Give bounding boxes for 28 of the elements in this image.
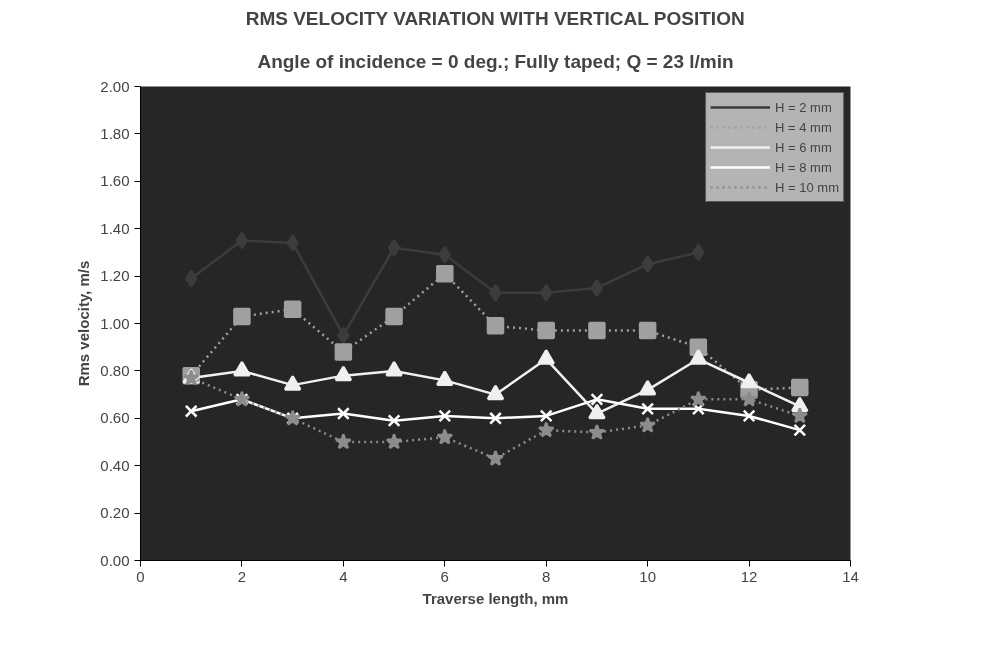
- y-tick-label: 2.00: [100, 77, 130, 95]
- legend-label: H = 10 mm: [775, 179, 839, 195]
- chart-subtitle: Angle of incidence = 0 deg.; Fully taped; Q = 23 l/min: [257, 50, 734, 72]
- y-axis-title: Rms velocity, m/s: [75, 260, 93, 387]
- y-tick-label: 1.00: [100, 314, 130, 332]
- x-tick-label: 6: [440, 567, 449, 585]
- y-tick-label: 1.40: [100, 219, 130, 237]
- x-axis-title: Traverse length, mm: [422, 589, 569, 607]
- x-tick-label: 12: [740, 567, 758, 585]
- y-tick-label: 0.60: [100, 409, 130, 427]
- y-tick-label: 0.00: [100, 551, 130, 569]
- y-tick-label: 0.40: [100, 456, 130, 474]
- y-tick-label: 1.60: [100, 172, 130, 190]
- legend-label: H = 8 mm: [775, 159, 832, 175]
- y-tick-label: 1.20: [100, 267, 130, 285]
- x-tick-label: 10: [639, 567, 656, 585]
- y-tick-label: 1.80: [100, 124, 130, 142]
- y-tick-label: 0.20: [100, 504, 130, 522]
- legend-label: H = 4 mm: [775, 119, 832, 135]
- x-tick-label: 2: [237, 567, 247, 585]
- chart-title: RMS VELOCITY VARIATION WITH VERTICAL POSITION: [245, 7, 745, 29]
- legend-label: H = 6 mm: [775, 139, 832, 155]
- x-tick-label: 0: [136, 567, 145, 585]
- x-tick-label: 4: [339, 567, 348, 585]
- x-tick-label: 14: [842, 567, 859, 585]
- x-tick-label: 8: [542, 567, 551, 585]
- y-tick-label: 0.80: [100, 361, 130, 379]
- legend-label: H = 2 mm: [775, 99, 832, 115]
